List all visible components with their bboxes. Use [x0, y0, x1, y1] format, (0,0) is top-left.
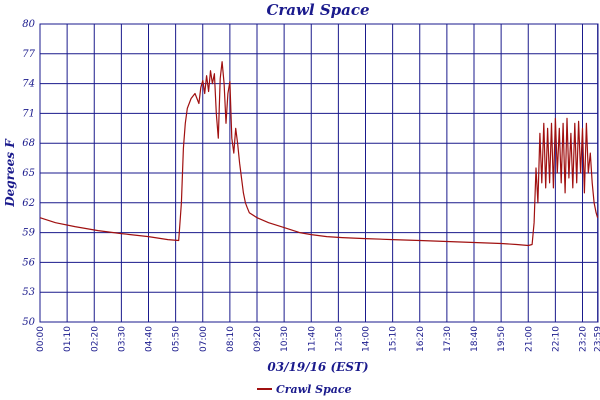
legend-label: Crawl Space	[276, 383, 352, 396]
x-tick-label: 21:00	[524, 326, 534, 352]
y-tick-label: 59	[22, 228, 35, 239]
chart-title: Crawl Space	[266, 1, 369, 19]
x-tick-label: 00:00	[36, 326, 46, 352]
x-tick-label: 23:20	[579, 326, 589, 352]
x-tick-label: 11:40	[307, 326, 317, 352]
x-tick-label: 16:20	[416, 326, 426, 352]
y-tick-label: 56	[22, 257, 35, 268]
x-tick-labels: 00:00 01:10 02:20 03:30 04:40 05:50 07:00 08:10…	[36, 326, 600, 352]
x-tick-label: 17:30	[443, 326, 453, 352]
legend: Crawl Space	[257, 383, 352, 396]
y-tick-label: 77	[22, 49, 35, 60]
x-tick-label: 18:40	[470, 326, 480, 352]
x-tick-label: 04:40	[145, 326, 155, 352]
grid	[39, 23, 599, 323]
x-tick-label: 15:10	[389, 326, 399, 352]
x-tick-label: 22:10	[551, 326, 561, 352]
y-tick-label: 71	[22, 108, 35, 119]
y-tick-label: 74	[22, 79, 35, 90]
x-tick-label: 08:10	[226, 326, 236, 352]
y-axis-label: Degrees F	[3, 138, 17, 208]
x-tick-label: 05:50	[172, 326, 182, 352]
y-tick-label: 65	[22, 168, 35, 179]
x-tick-label: 14:00	[362, 326, 372, 352]
y-tick-label: 62	[22, 198, 35, 209]
y-tick-label: 68	[22, 138, 35, 149]
x-tick-label: 12:50	[334, 326, 344, 352]
x-tick-label: 07:00	[199, 326, 209, 352]
x-axis-label: 03/19/16 (EST)	[267, 360, 368, 374]
x-tick-label: 02:20	[90, 326, 100, 352]
x-tick-label: 09:20	[253, 326, 263, 352]
x-tick-label: 03:30	[117, 326, 127, 352]
y-tick-label: 53	[22, 287, 35, 298]
x-tick-label: 19:50	[497, 326, 507, 352]
series-line-0	[39, 61, 599, 247]
series-group	[39, 61, 599, 247]
y-tick-label: 50	[22, 317, 35, 328]
y-tick-labels: 50 53 56 59 62 65 68 71 74 77 80	[22, 19, 35, 328]
y-tick-label: 80	[22, 19, 35, 30]
x-tick-label: 23:59	[594, 326, 600, 352]
x-tick-label: 01:10	[63, 326, 73, 352]
x-tick-label: 10:30	[280, 326, 290, 352]
